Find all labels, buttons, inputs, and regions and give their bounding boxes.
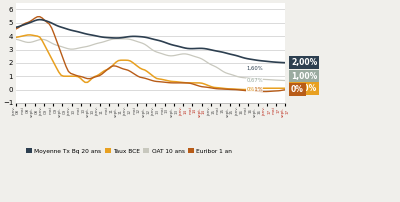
Text: 0%: 0% (291, 85, 304, 94)
Text: 1,60%: 1,60% (246, 66, 263, 71)
Text: 1,00%: 1,00% (291, 72, 317, 81)
Text: 2,00%: 2,00% (291, 58, 317, 67)
Legend: Moyenne Tx Bq 20 ans, Taux BCE, OAT 10 ans, Euribor 1 an: Moyenne Tx Bq 20 ans, Taux BCE, OAT 10 a… (24, 146, 234, 156)
Text: 0,67%: 0,67% (246, 78, 263, 83)
Text: 0,10%: 0,10% (291, 84, 317, 93)
Text: 0,01%: 0,01% (246, 87, 263, 92)
Text: 0%: 0% (246, 87, 254, 92)
